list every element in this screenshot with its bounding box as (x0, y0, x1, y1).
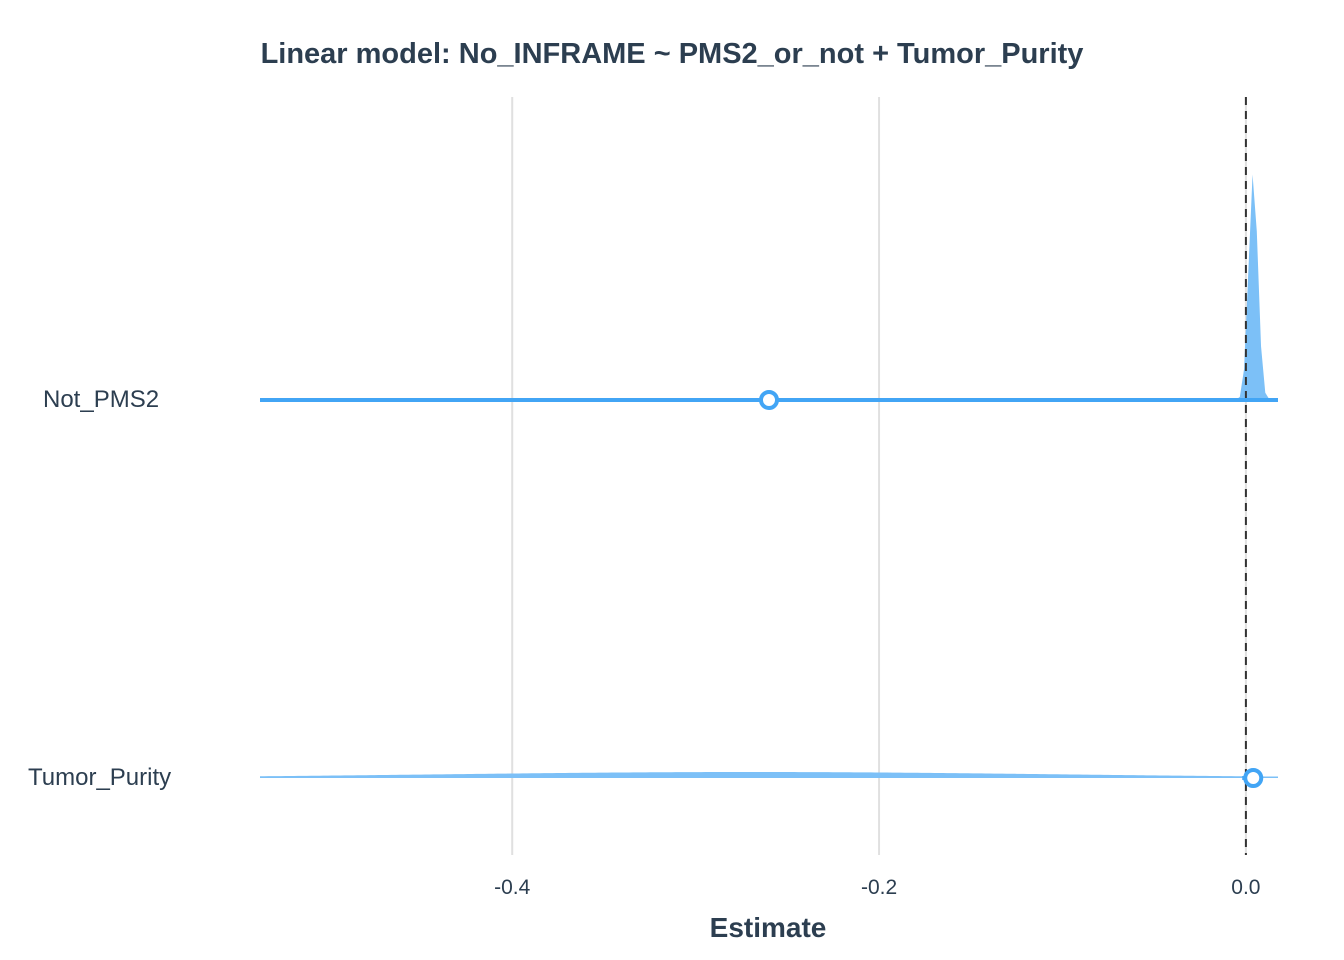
density-not-pms2 (260, 174, 1278, 400)
x-axis-label: Estimate (709, 912, 827, 943)
x-tick-label: -0.2 (860, 876, 898, 899)
y-label-tumor-purity: Tumor_Purity (28, 764, 172, 791)
estimate-point-tumor-purity (1243, 768, 1264, 788)
x-tick-label: -0.4 (494, 876, 531, 899)
grid-lines (511, 97, 1247, 855)
estimate-point-not-pms2 (759, 390, 779, 410)
chart-title: Linear model: No_INFRAME ~ PMS2_or_not +… (260, 38, 1084, 70)
density-layer (260, 174, 1278, 778)
point-layer (759, 390, 1264, 788)
ci-layer (260, 398, 1278, 780)
y-label-not-pms2: Not_PMS2 (43, 386, 160, 413)
x-tick-label: 0.0 (1231, 876, 1261, 899)
density-tumor-purity (260, 772, 1278, 778)
